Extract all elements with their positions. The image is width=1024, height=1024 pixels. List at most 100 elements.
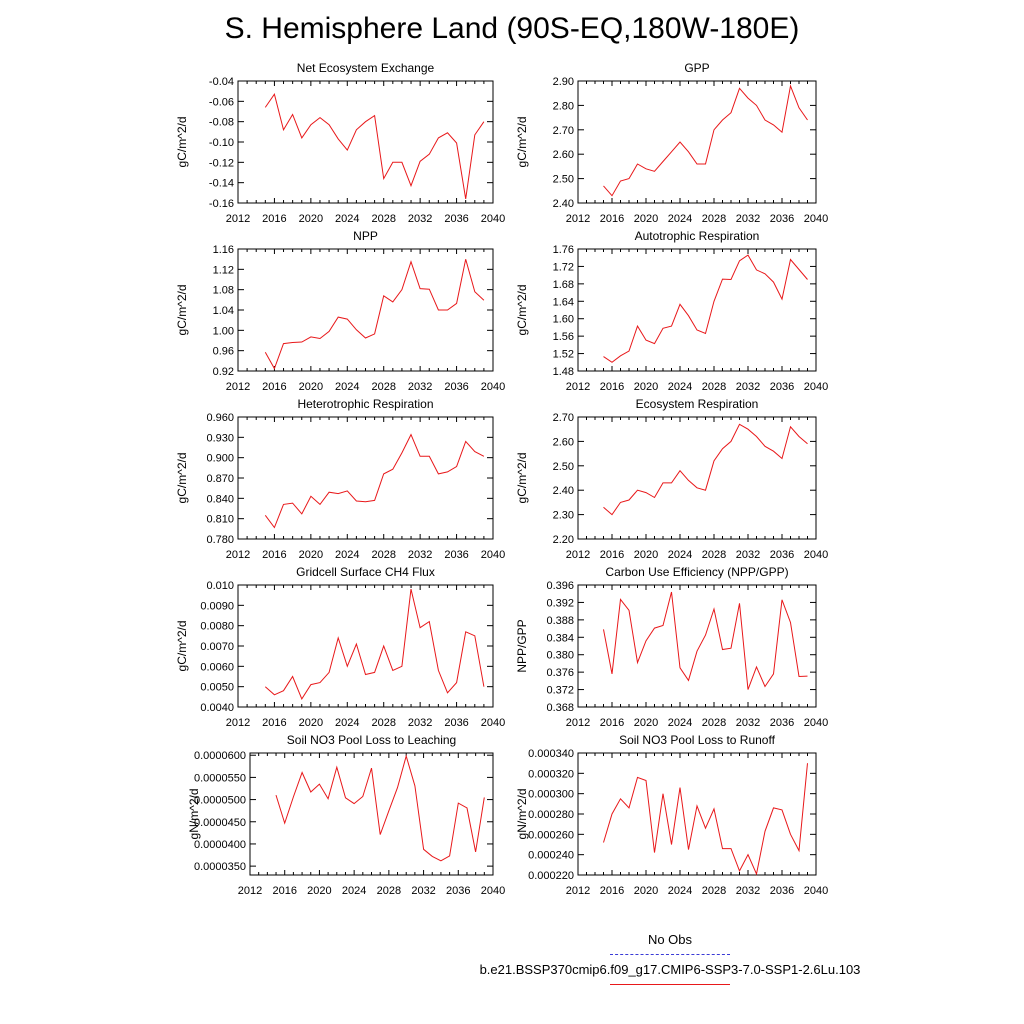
- y-tick-label: -0.14: [209, 178, 234, 190]
- chart-panel: Carbon Use Efficiency (NPP/GPP) NPP/GPP 20…: [515, 565, 828, 729]
- x-tick-label: 2040: [481, 381, 505, 393]
- x-tick-label: 2016: [600, 549, 624, 561]
- x-tick-label: 2016: [262, 549, 286, 561]
- series-line: [264, 259, 485, 370]
- x-tick-label: 2020: [634, 885, 658, 897]
- chart-panel: Soil NO3 Pool Loss to Runoff gN/m^2/d 2012…: [515, 733, 828, 897]
- x-tick-label: 2012: [226, 549, 250, 561]
- y-tick-label: 0.000280: [528, 809, 574, 821]
- chart-title: NPP: [353, 229, 378, 243]
- y-tick-label: 0.0090: [200, 600, 234, 612]
- chart-panel: Ecosystem Respiration gC/m^2/d 2012 2016 202…: [515, 397, 828, 561]
- chart-title: Soil NO3 Pool Loss to Leaching: [287, 733, 456, 747]
- x-tick-label: 2024: [668, 549, 692, 561]
- x-tick-label: 2024: [335, 381, 359, 393]
- y-tick-label: 1.12: [213, 264, 234, 276]
- x-tick-label: 2012: [566, 885, 590, 897]
- x-tick-label: 2024: [668, 381, 692, 393]
- x-tick-label: 2020: [634, 213, 658, 225]
- y-tick-label: 0.000240: [528, 850, 574, 862]
- y-axis-label: gN/m^2/d: [515, 789, 529, 840]
- x-tick-label: 2032: [411, 885, 435, 897]
- x-tick-label: 2020: [299, 549, 323, 561]
- x-tick-label: 2020: [299, 717, 323, 729]
- x-tick-label: 2036: [444, 549, 468, 561]
- y-tick-label: 0.780: [206, 534, 234, 546]
- y-tick-label: 0.810: [206, 514, 234, 526]
- x-tick-label: 2028: [702, 717, 726, 729]
- chart-title: Gridcell Surface CH4 Flux: [296, 565, 435, 579]
- plot-frame: [577, 248, 817, 372]
- plot-frame: [577, 80, 817, 204]
- x-tick-label: 2024: [668, 717, 692, 729]
- chart-panel: Net Ecosystem Exchange gC/m^2/d 2012 2016 20…: [175, 61, 505, 225]
- x-tick-label: 2028: [371, 549, 395, 561]
- y-tick-label: 2.50: [553, 461, 574, 473]
- y-tick-label: 1.52: [553, 349, 574, 361]
- x-tick-label: 2016: [262, 381, 286, 393]
- x-tick-label: 2032: [408, 717, 432, 729]
- y-tick-label: 0.0050: [200, 682, 234, 694]
- y-tick-label: 0.0000600: [194, 750, 246, 762]
- plot-frame: [577, 416, 817, 540]
- y-tick-label: 1.56: [553, 331, 574, 343]
- plot-frame: [237, 416, 494, 540]
- chart-title: Ecosystem Respiration: [636, 397, 759, 411]
- y-tick-label: 0.960: [206, 412, 234, 424]
- y-tick-label: 0.396: [546, 580, 574, 592]
- series-line: [275, 754, 485, 862]
- legend-obs-line: [610, 954, 730, 955]
- chart-panel: Gridcell Surface CH4 Flux gC/m^2/d 2012 201…: [175, 565, 505, 729]
- x-tick-label: 2036: [770, 885, 794, 897]
- chart-title: Heterotrophic Respiration: [297, 397, 433, 411]
- x-tick-label: 2036: [770, 549, 794, 561]
- y-tick-label: 0.840: [206, 493, 234, 505]
- y-tick-label: 2.50: [553, 174, 574, 186]
- x-tick-label: 2024: [668, 213, 692, 225]
- y-axis-label: gC/m^2/d: [175, 285, 189, 336]
- x-tick-label: 2024: [335, 717, 359, 729]
- y-tick-label: 1.16: [213, 244, 234, 256]
- x-tick-label: 2040: [804, 885, 828, 897]
- x-tick-label: 2040: [481, 549, 505, 561]
- series-line: [264, 93, 485, 199]
- x-tick-label: 2032: [736, 885, 760, 897]
- series-line: [603, 84, 808, 197]
- x-tick-label: 2020: [299, 381, 323, 393]
- x-tick-label: 2032: [736, 717, 760, 729]
- y-tick-label: 2.90: [553, 76, 574, 88]
- y-tick-label: 0.000320: [528, 768, 574, 780]
- plot-frame: [577, 584, 817, 708]
- x-tick-label: 2028: [371, 381, 395, 393]
- x-tick-label: 2016: [262, 213, 286, 225]
- x-tick-label: 2028: [702, 549, 726, 561]
- y-tick-label: 2.30: [553, 510, 574, 522]
- y-axis-label: gC/m^2/d: [515, 453, 529, 504]
- y-tick-label: 2.70: [553, 125, 574, 137]
- y-tick-label: 0.0000500: [194, 795, 246, 807]
- x-tick-label: 2024: [335, 213, 359, 225]
- y-tick-label: 0.000340: [528, 748, 574, 760]
- y-tick-label: -0.04: [209, 76, 234, 88]
- y-axis-label: NPP/GPP: [515, 619, 529, 672]
- x-tick-label: 2036: [770, 717, 794, 729]
- x-tick-label: 2040: [804, 381, 828, 393]
- y-tick-label: -0.12: [209, 157, 234, 169]
- x-tick-label: 2040: [481, 717, 505, 729]
- y-tick-label: 0.380: [546, 650, 574, 662]
- y-tick-label: 2.40: [553, 485, 574, 497]
- y-tick-label: -0.10: [209, 137, 234, 149]
- y-tick-label: 1.68: [553, 279, 574, 291]
- x-tick-label: 2040: [481, 885, 505, 897]
- x-tick-label: 2016: [262, 717, 286, 729]
- chart-title: Carbon Use Efficiency (NPP/GPP): [605, 565, 788, 579]
- series-line: [603, 763, 808, 876]
- x-tick-label: 2032: [408, 549, 432, 561]
- y-tick-label: 0.372: [546, 685, 574, 697]
- x-tick-label: 2036: [444, 213, 468, 225]
- chart-panel: GPP gC/m^2/d 2012 2016 2020 2024 2028 2032 2036 2…: [515, 61, 828, 225]
- x-tick-label: 2016: [600, 213, 624, 225]
- x-tick-label: 2012: [226, 717, 250, 729]
- legend-obs-label: No Obs: [647, 932, 693, 947]
- y-tick-label: 0.0000400: [194, 839, 246, 851]
